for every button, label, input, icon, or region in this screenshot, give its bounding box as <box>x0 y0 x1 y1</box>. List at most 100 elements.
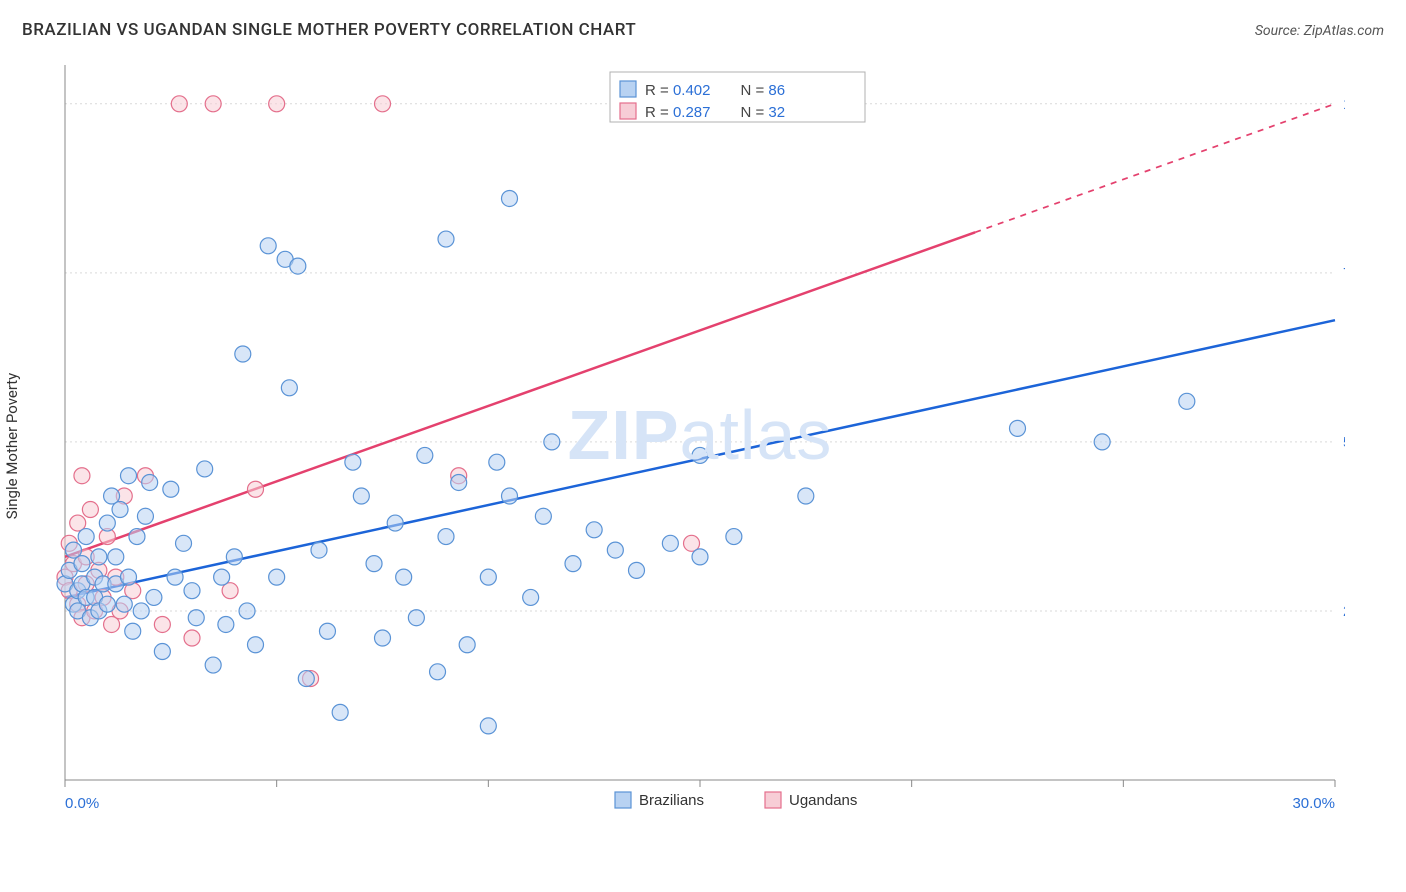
data-point-brazilians <box>438 529 454 545</box>
data-point-ugandans <box>269 96 285 112</box>
data-point-brazilians <box>629 562 645 578</box>
data-point-brazilians <box>396 569 412 585</box>
y-tick-label: 100.0% <box>1343 96 1345 113</box>
data-point-brazilians <box>798 488 814 504</box>
data-point-brazilians <box>332 704 348 720</box>
legend-bottom-label: Brazilians <box>639 792 704 809</box>
chart-title: BRAZILIAN VS UGANDAN SINGLE MOTHER POVER… <box>22 20 636 40</box>
data-point-brazilians <box>91 549 107 565</box>
data-point-brazilians <box>480 718 496 734</box>
data-point-brazilians <box>408 610 424 626</box>
data-point-brazilians <box>197 461 213 477</box>
data-point-brazilians <box>459 637 475 653</box>
legend-bottom-swatch <box>615 792 631 808</box>
data-point-brazilians <box>167 569 183 585</box>
data-point-brazilians <box>607 542 623 558</box>
source-label: Source: <box>1255 23 1304 39</box>
data-point-brazilians <box>116 596 132 612</box>
legend-swatch <box>620 81 636 97</box>
chart-header: BRAZILIAN VS UGANDAN SINGLE MOTHER POVER… <box>22 20 1384 40</box>
data-point-brazilians <box>99 596 115 612</box>
data-point-brazilians <box>489 454 505 470</box>
data-point-brazilians <box>260 238 276 254</box>
data-point-brazilians <box>218 616 234 632</box>
data-point-brazilians <box>125 623 141 639</box>
data-point-ugandans <box>82 502 98 518</box>
scatter-chart: 25.0%50.0%75.0%100.0%0.0%30.0%R = 0.402N… <box>55 60 1345 850</box>
data-point-brazilians <box>112 502 128 518</box>
y-tick-label: 25.0% <box>1343 603 1345 620</box>
y-tick-label: 75.0% <box>1343 265 1345 282</box>
data-point-brazilians <box>269 569 285 585</box>
data-point-brazilians <box>108 549 124 565</box>
data-point-ugandans <box>74 468 90 484</box>
plot-area: ZIPatlas 25.0%50.0%75.0%100.0%0.0%30.0%R… <box>55 60 1345 810</box>
data-point-ugandans <box>154 616 170 632</box>
data-point-brazilians <box>129 529 145 545</box>
data-point-brazilians <box>142 474 158 490</box>
data-point-brazilians <box>438 231 454 247</box>
data-point-brazilians <box>565 556 581 572</box>
data-point-brazilians <box>298 671 314 687</box>
legend-swatch <box>620 103 636 119</box>
data-point-brazilians <box>188 610 204 626</box>
x-tick-label: 30.0% <box>1292 795 1335 812</box>
data-point-ugandans <box>205 96 221 112</box>
data-point-brazilians <box>1010 420 1026 436</box>
data-point-brazilians <box>99 515 115 531</box>
data-point-brazilians <box>121 569 137 585</box>
data-point-brazilians <box>366 556 382 572</box>
legend-bottom-label: Ugandans <box>789 792 857 809</box>
data-point-brazilians <box>502 488 518 504</box>
data-point-brazilians <box>137 508 153 524</box>
y-tick-label: 50.0% <box>1343 434 1345 451</box>
data-point-ugandans <box>184 630 200 646</box>
data-point-brazilians <box>726 529 742 545</box>
trend-line-ext-ugandans <box>975 104 1335 232</box>
data-point-ugandans <box>375 96 391 112</box>
data-point-brazilians <box>248 637 264 653</box>
data-point-brazilians <box>74 556 90 572</box>
data-point-brazilians <box>417 447 433 463</box>
data-point-brazilians <box>154 644 170 660</box>
data-point-brazilians <box>692 447 708 463</box>
data-point-brazilians <box>78 529 94 545</box>
data-point-brazilians <box>430 664 446 680</box>
data-point-brazilians <box>226 549 242 565</box>
data-point-brazilians <box>319 623 335 639</box>
x-tick-label: 0.0% <box>65 795 99 812</box>
data-point-brazilians <box>1179 393 1195 409</box>
data-point-brazilians <box>146 589 162 605</box>
y-axis-label: Single Mother Poverty <box>3 373 21 520</box>
data-point-brazilians <box>544 434 560 450</box>
data-point-brazilians <box>121 468 137 484</box>
data-point-brazilians <box>290 258 306 274</box>
source-name: ZipAtlas.com <box>1304 23 1384 39</box>
data-point-brazilians <box>345 454 361 470</box>
data-point-brazilians <box>353 488 369 504</box>
data-point-brazilians <box>502 190 518 206</box>
data-point-brazilians <box>692 549 708 565</box>
data-point-brazilians <box>387 515 403 531</box>
data-point-brazilians <box>214 569 230 585</box>
chart-source: Source: ZipAtlas.com <box>1255 23 1384 39</box>
data-point-brazilians <box>480 569 496 585</box>
trend-line-ugandans <box>65 232 975 557</box>
data-point-brazilians <box>235 346 251 362</box>
data-point-ugandans <box>171 96 187 112</box>
data-point-ugandans <box>248 481 264 497</box>
data-point-brazilians <box>184 583 200 599</box>
data-point-brazilians <box>586 522 602 538</box>
data-point-brazilians <box>239 603 255 619</box>
data-point-brazilians <box>176 535 192 551</box>
data-point-brazilians <box>662 535 678 551</box>
data-point-brazilians <box>375 630 391 646</box>
data-point-brazilians <box>311 542 327 558</box>
data-point-brazilians <box>163 481 179 497</box>
legend-bottom-swatch <box>765 792 781 808</box>
data-point-brazilians <box>535 508 551 524</box>
data-point-brazilians <box>281 380 297 396</box>
data-point-brazilians <box>133 603 149 619</box>
data-point-brazilians <box>451 474 467 490</box>
data-point-brazilians <box>205 657 221 673</box>
